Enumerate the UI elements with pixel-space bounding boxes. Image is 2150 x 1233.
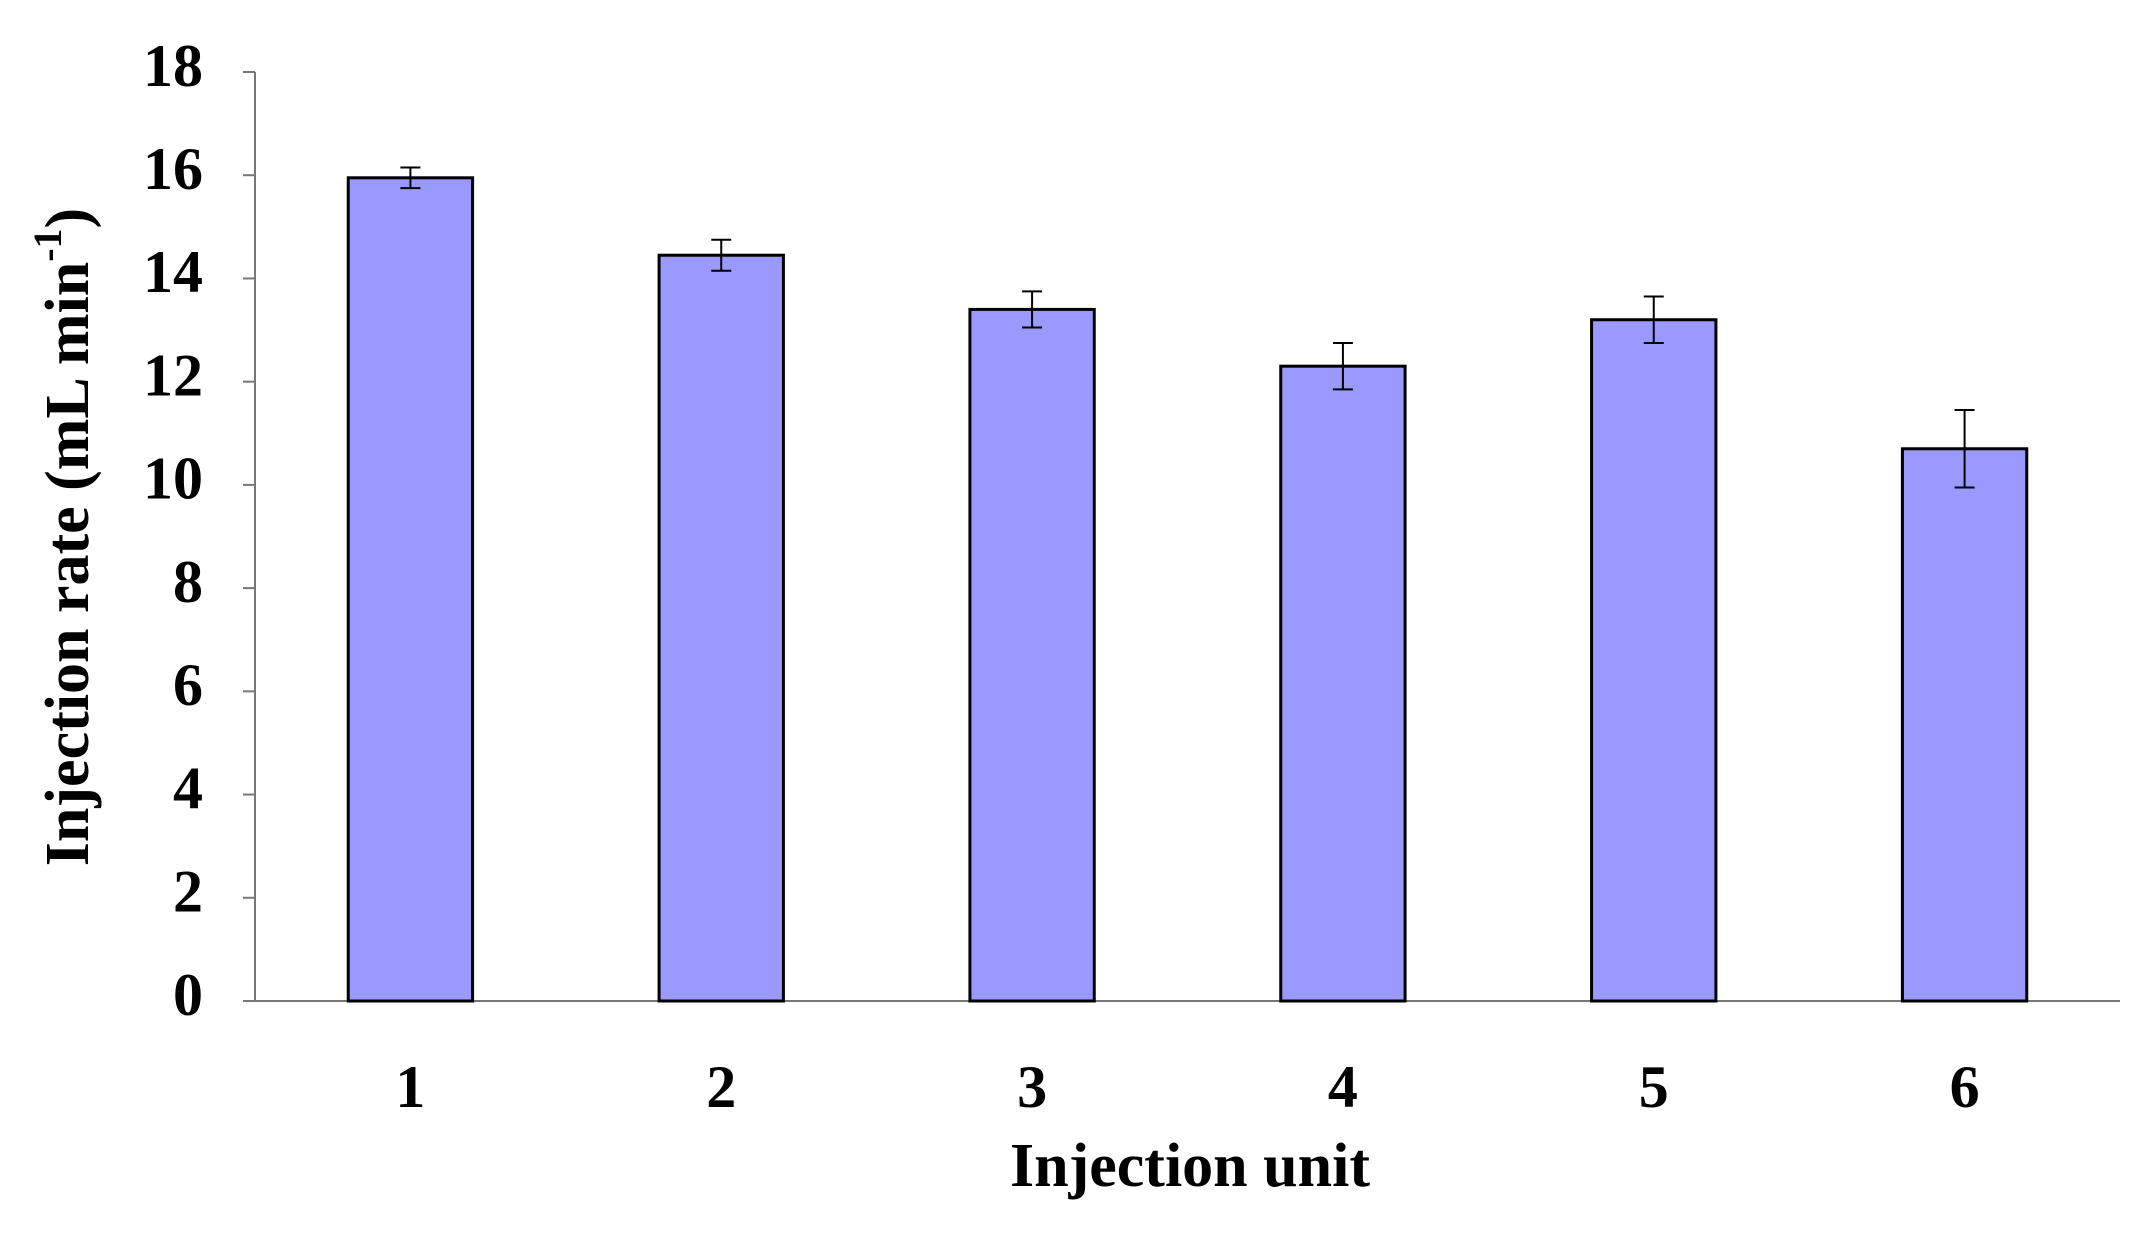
x-tick-label: 4	[1328, 1054, 1358, 1120]
y-tick-label: 12	[143, 342, 203, 408]
x-tick-label: 2	[706, 1054, 736, 1120]
y-tick-label: 8	[173, 549, 203, 615]
x-tick-label: 6	[1950, 1054, 1980, 1120]
y-tick-label: 10	[143, 446, 203, 512]
y-tick-label: 16	[143, 136, 203, 202]
y-tick-label: 2	[173, 859, 203, 925]
bar	[968, 307, 1096, 1003]
y-axis-title-text: Injection rate (mL min	[34, 262, 102, 866]
x-tick-label: 5	[1639, 1054, 1669, 1120]
y-tick-label: 4	[173, 755, 203, 821]
x-tick-label: 1	[395, 1054, 425, 1120]
y-tick-label: 6	[173, 652, 203, 718]
y-axis-title: Injection rate (mL min-1)	[25, 208, 102, 866]
bar	[346, 176, 475, 1003]
y-tick-label: 14	[143, 239, 203, 305]
y-axis-title-superscript: -1	[25, 228, 70, 261]
bar	[1279, 364, 1407, 1003]
x-axis-title: Injection unit	[1010, 1132, 1370, 1200]
bar	[1900, 447, 2029, 1003]
y-axis-title-suffix: )	[34, 208, 102, 229]
x-tick-label: 3	[1017, 1054, 1047, 1120]
y-tick-label: 0	[173, 962, 203, 1028]
bar	[657, 253, 785, 1003]
bar	[1590, 318, 1718, 1003]
y-tick-label: 18	[143, 33, 203, 99]
